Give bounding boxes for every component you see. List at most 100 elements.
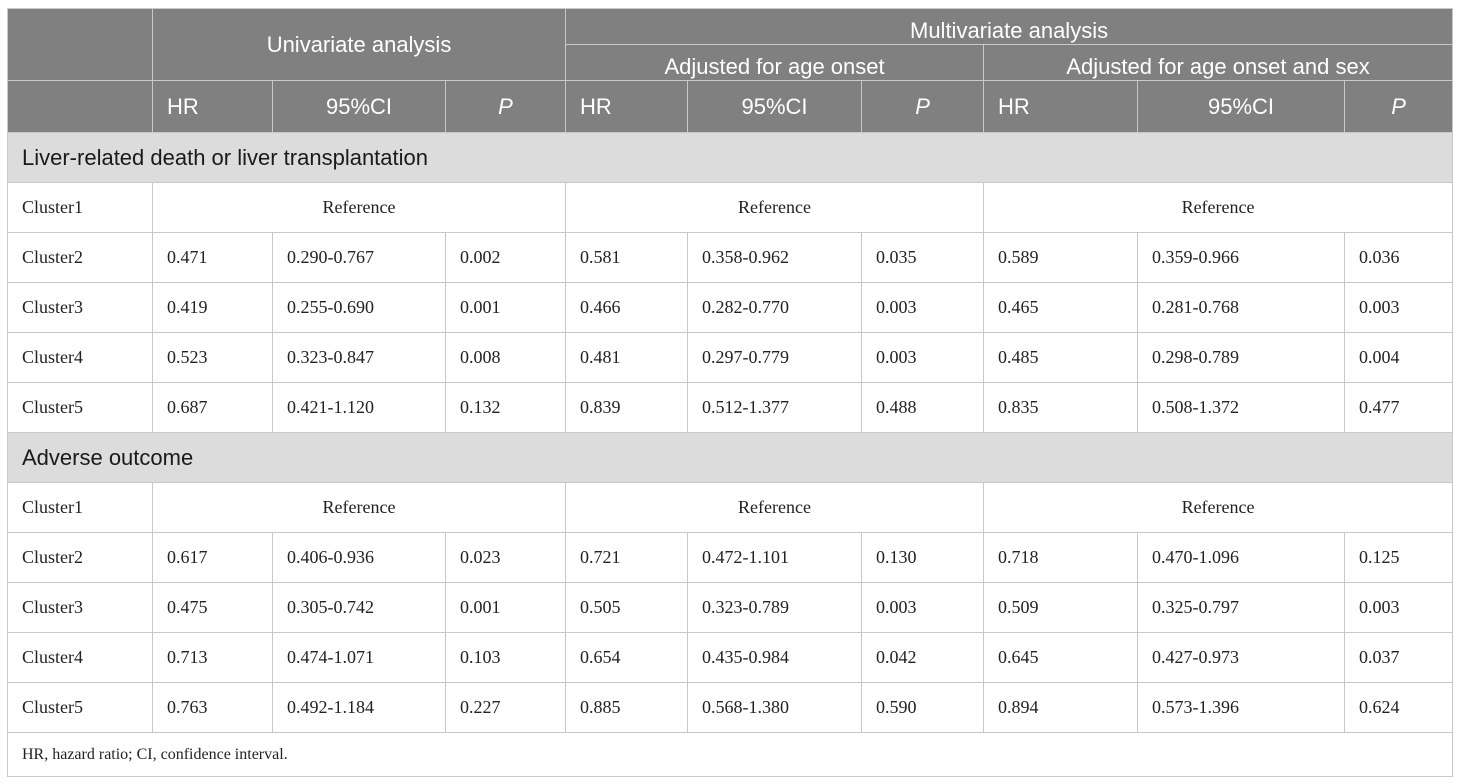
col-ci-adj-age: 95%CI	[687, 80, 863, 133]
p-value: 0.035	[861, 232, 985, 283]
section-title: Adverse outcome	[6, 432, 1454, 483]
ci-value: 0.282-0.770	[687, 282, 863, 333]
hr-value: 0.509	[983, 582, 1139, 633]
ci-value: 0.406-0.936	[272, 532, 446, 583]
table-row: Cluster1 Reference Reference Reference	[7, 482, 1454, 533]
p-value: 0.590	[861, 682, 985, 733]
hr-value: 0.835	[983, 382, 1139, 433]
header-blank-cell	[7, 80, 153, 133]
reference-cell: Reference	[983, 482, 1454, 533]
univariate-header: Univariate analysis	[151, 8, 567, 81]
reference-cell: Reference	[565, 182, 985, 233]
hr-value: 0.505	[565, 582, 689, 633]
footnote: HR, hazard ratio; CI, confidence interva…	[6, 732, 1454, 777]
hr-value: 0.589	[983, 232, 1139, 283]
ci-value: 0.470-1.096	[1137, 532, 1346, 583]
p-value: 0.488	[861, 382, 985, 433]
hr-value: 0.839	[565, 382, 689, 433]
ci-value: 0.255-0.690	[272, 282, 446, 333]
hazard-ratio-table: Univariate analysis Multivariate analysi…	[6, 8, 1454, 777]
table-body: Liver-related death or liver transplanta…	[6, 132, 1454, 777]
row-label: Cluster3	[7, 282, 153, 333]
p-value: 0.227	[444, 682, 567, 733]
table-row: Cluster2 0.471 0.290-0.767 0.002 0.581 0.358-…	[7, 232, 1454, 283]
p-value: 0.132	[444, 382, 567, 433]
p-value: 0.003	[861, 582, 985, 633]
ci-value: 0.297-0.779	[687, 332, 863, 383]
p-value: 0.130	[861, 532, 985, 583]
table-row: Cluster4 0.713 0.474-1.071 0.103 0.654 0.435-…	[7, 632, 1454, 683]
p-value: 0.001	[444, 282, 567, 333]
hr-value: 0.466	[565, 282, 689, 333]
hr-value: 0.894	[983, 682, 1139, 733]
col-hr-univariate: HR	[152, 80, 273, 133]
ci-value: 0.512-1.377	[687, 382, 863, 433]
ci-value: 0.305-0.742	[272, 582, 446, 633]
hr-value: 0.465	[983, 282, 1139, 333]
p-value: 0.042	[861, 632, 985, 683]
hr-value: 0.485	[983, 332, 1139, 383]
hr-value: 0.475	[152, 582, 273, 633]
table-row: Cluster3 0.475 0.305-0.742 0.001 0.505 0.323-…	[7, 582, 1454, 633]
hr-value: 0.721	[565, 532, 689, 583]
adjusted-age-sex-header: Adjusted for age onset and sex	[983, 44, 1454, 81]
header-corner-cell	[7, 8, 153, 81]
p-value: 0.004	[1344, 332, 1454, 383]
ci-value: 0.474-1.071	[272, 632, 446, 683]
hr-value: 0.523	[152, 332, 273, 383]
results-table-wrapper: Univariate analysis Multivariate analysi…	[6, 8, 1454, 777]
p-value: 0.036	[1344, 232, 1454, 283]
hr-value: 0.471	[152, 232, 273, 283]
ci-value: 0.427-0.973	[1137, 632, 1346, 683]
p-value: 0.624	[1344, 682, 1454, 733]
reference-cell: Reference	[983, 182, 1454, 233]
ci-value: 0.492-1.184	[272, 682, 446, 733]
table-row: Cluster3 0.419 0.255-0.690 0.001 0.466 0.282-…	[7, 282, 1454, 333]
hr-value: 0.713	[152, 632, 273, 683]
col-ci-univariate: 95%CI	[272, 80, 446, 133]
hr-value: 0.645	[983, 632, 1139, 683]
p-value: 0.003	[861, 282, 985, 333]
p-value: 0.003	[1344, 582, 1454, 633]
ci-value: 0.421-1.120	[272, 382, 446, 433]
table-row: Cluster5 0.763 0.492-1.184 0.227 0.885 0.568-…	[7, 682, 1454, 733]
adjusted-age-header: Adjusted for age onset	[565, 44, 985, 81]
p-value: 0.002	[444, 232, 567, 283]
hr-value: 0.654	[565, 632, 689, 683]
row-label: Cluster3	[7, 582, 153, 633]
hr-value: 0.763	[152, 682, 273, 733]
ci-value: 0.472-1.101	[687, 532, 863, 583]
reference-cell: Reference	[151, 482, 567, 533]
ci-value: 0.508-1.372	[1137, 382, 1346, 433]
col-p-univariate: P	[444, 80, 567, 133]
row-label: Cluster4	[7, 632, 153, 683]
ci-value: 0.435-0.984	[687, 632, 863, 683]
ci-value: 0.573-1.396	[1137, 682, 1346, 733]
table-row: Cluster1 Reference Reference Reference	[7, 182, 1454, 233]
ci-value: 0.568-1.380	[687, 682, 863, 733]
col-ci-adj-age-sex: 95%CI	[1137, 80, 1346, 133]
table-row: Cluster4 0.523 0.323-0.847 0.008 0.481 0.297-…	[7, 332, 1454, 383]
footnote-row: HR, hazard ratio; CI, confidence interva…	[6, 732, 1454, 777]
col-hr-adj-age: HR	[565, 80, 689, 133]
ci-value: 0.323-0.789	[687, 582, 863, 633]
hr-value: 0.718	[983, 532, 1139, 583]
section-title: Liver-related death or liver transplanta…	[6, 132, 1454, 183]
ci-value: 0.359-0.966	[1137, 232, 1346, 283]
multivariate-header: Multivariate analysis	[565, 8, 1454, 45]
ci-value: 0.325-0.797	[1137, 582, 1346, 633]
row-label: Cluster2	[7, 232, 153, 283]
hr-value: 0.617	[152, 532, 273, 583]
hr-value: 0.419	[152, 282, 273, 333]
p-value: 0.103	[444, 632, 567, 683]
row-label: Cluster5	[7, 382, 153, 433]
hr-value: 0.481	[565, 332, 689, 383]
col-p-adj-age: P	[861, 80, 985, 133]
table-row: Cluster5 0.687 0.421-1.120 0.132 0.839 0.512-…	[7, 382, 1454, 433]
reference-cell: Reference	[151, 182, 567, 233]
p-value: 0.037	[1344, 632, 1454, 683]
p-value: 0.003	[1344, 282, 1454, 333]
table-row: Cluster2 0.617 0.406-0.936 0.023 0.721 0.472-…	[7, 532, 1454, 583]
hr-value: 0.687	[152, 382, 273, 433]
ci-value: 0.323-0.847	[272, 332, 446, 383]
